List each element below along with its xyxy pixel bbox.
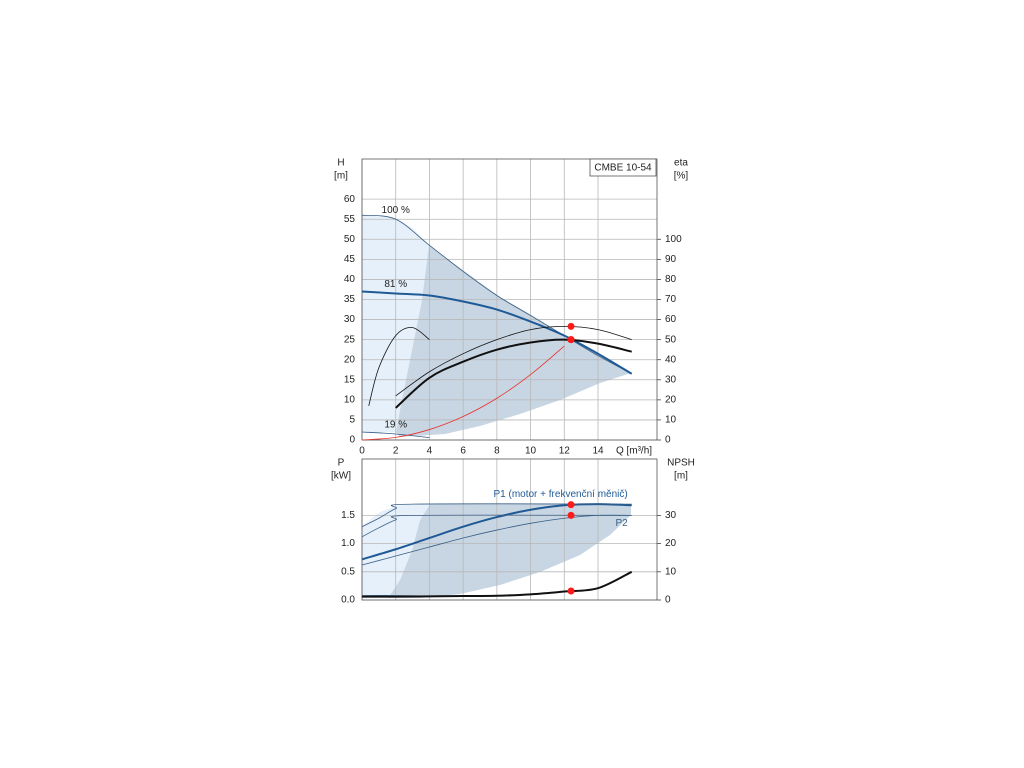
x-tick-label: 12	[559, 446, 571, 457]
curve-label: 81 %	[384, 279, 407, 290]
y-tick-label: 0	[349, 435, 355, 446]
plot-frame	[361, 158, 658, 441]
y2-tick-label: 10	[665, 415, 677, 426]
y2-tick-label: 80	[665, 274, 677, 285]
y-tick-label: 45	[344, 254, 356, 265]
curve-label: P2	[615, 518, 628, 529]
y2-tick-label: 10	[665, 566, 677, 577]
y-tick-label: 35	[344, 294, 356, 305]
y2-tick-label: 20	[665, 394, 677, 405]
y2-axis-label: eta	[674, 158, 688, 169]
curve	[395, 325, 632, 397]
y-tick-label: 55	[344, 214, 356, 225]
y2-tick-label: 50	[665, 334, 677, 345]
y2-axis-unit: [%]	[674, 171, 689, 182]
y2-tick-label: 0	[665, 595, 671, 606]
y-tick-label: 50	[344, 234, 356, 245]
curve-label: 19 %	[384, 420, 407, 431]
y-tick-label: 60	[344, 194, 356, 205]
title-box	[589, 158, 657, 177]
duty-point	[567, 322, 575, 330]
y-tick-label: 15	[344, 374, 356, 385]
y2-tick-label: 40	[665, 354, 677, 365]
duty-point	[567, 587, 575, 595]
y2-tick-label: 0	[665, 435, 671, 446]
y-axis-unit: [m]	[334, 171, 348, 182]
y-tick-label: 0.5	[341, 566, 355, 577]
y-tick-label: 1.0	[341, 538, 355, 549]
y-tick-label: 10	[344, 394, 356, 405]
x-axis-label: Q [m³/h]	[616, 446, 652, 457]
y2-tick-label: 70	[665, 294, 677, 305]
x-tick-label: 10	[525, 446, 537, 457]
range-area	[388, 504, 631, 598]
duty-point	[567, 511, 575, 519]
y-axis-label: P	[338, 458, 345, 469]
curve-label: 100 %	[382, 205, 410, 216]
curve	[361, 345, 565, 441]
x-tick-label: 4	[427, 446, 433, 457]
y-axis-unit: [kW]	[331, 471, 351, 482]
curve-label: P1 (motor + frekvenční měnič)	[493, 489, 627, 500]
y2-tick-label: 60	[665, 314, 677, 325]
y-tick-label: 1.5	[341, 510, 355, 521]
curve	[361, 514, 632, 566]
y2-tick-label: 30	[665, 510, 677, 521]
x-tick-label: 8	[494, 446, 500, 457]
curve	[361, 570, 633, 598]
y-tick-label: 0.0	[341, 595, 355, 606]
x-tick-label: 6	[460, 446, 466, 457]
duty-point	[567, 336, 575, 344]
curve	[368, 327, 430, 406]
y-tick-label: 30	[344, 314, 356, 325]
curve	[361, 514, 632, 538]
range-area	[396, 245, 631, 437]
y2-tick-label: 90	[665, 254, 677, 265]
y-tick-label: 40	[344, 274, 356, 285]
curve	[361, 290, 633, 375]
y2-tick-label: 100	[665, 234, 682, 245]
curve	[361, 214, 632, 375]
y-axis-label: H	[337, 158, 344, 169]
chart-title: CMBE 10-54	[594, 163, 652, 174]
charts: 0 2 4 6 8 10 12 14 0 5 10 15 20 25 30 35 40 45 50 55 60 0 10 20…	[331, 158, 695, 606]
x-tick-label: 14	[592, 446, 604, 457]
curve	[395, 338, 632, 409]
y2-axis-label: NPSH	[667, 458, 695, 469]
curve	[361, 503, 632, 528]
y2-axis-unit: [m]	[674, 471, 688, 482]
y-tick-label: 25	[344, 334, 356, 345]
plot-frame	[361, 458, 658, 601]
x-tick-label: 2	[393, 446, 399, 457]
y-tick-label: 20	[344, 354, 356, 365]
x-tick-label: 0	[359, 446, 365, 457]
duty-point	[567, 501, 575, 509]
curve	[361, 431, 430, 438]
y2-tick-label: 20	[665, 538, 677, 549]
y-tick-label: 5	[349, 415, 355, 426]
y2-tick-label: 30	[665, 374, 677, 385]
